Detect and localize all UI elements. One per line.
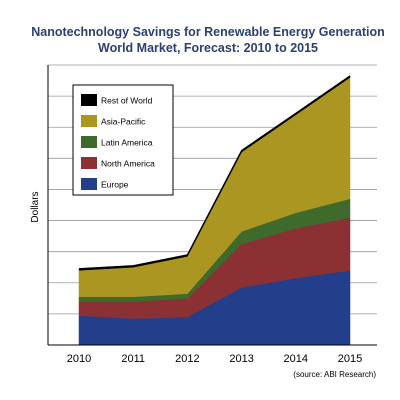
chart-subtitle: World Market, Forecast: 2010 to 2015 (98, 41, 318, 55)
x-tick-label: 2014 (284, 353, 308, 365)
legend-swatch-europe (81, 178, 97, 190)
x-tick-label: 2013 (229, 353, 253, 365)
legend-swatch-north-america (81, 157, 97, 169)
x-tick-label: 2011 (121, 353, 145, 365)
x-tick-label: 2015 (338, 353, 362, 365)
legend-swatch-latin-america (81, 136, 97, 148)
legend-swatch-asia-pacific (81, 115, 97, 127)
legend-label-latin-america: Latin America (101, 138, 153, 148)
x-tick-labels: 2010 2011 2012 2013 2014 2015 (67, 353, 362, 365)
legend-label-north-america: North America (101, 159, 155, 169)
legend-label-europe: Europe (101, 180, 129, 190)
y-axis-label: Dollars (30, 191, 41, 222)
legend-swatch-rest-of-world (81, 94, 97, 106)
axes (47, 65, 377, 346)
legend-label-rest-of-world: Rest of World (101, 96, 153, 106)
area-series (78, 75, 351, 346)
legend-label-asia-pacific: Asia-Pacific (101, 117, 146, 127)
legend: Rest of World Asia-Pacific Latin America No… (72, 84, 174, 196)
total-outline (78, 75, 351, 270)
source-note: (source: ABI Research) (293, 370, 376, 379)
chart-title: Nanotechnology Savings for Renewable Ene… (31, 25, 385, 39)
x-tick-label: 2010 (67, 353, 91, 365)
x-tick-label: 2012 (175, 353, 199, 365)
